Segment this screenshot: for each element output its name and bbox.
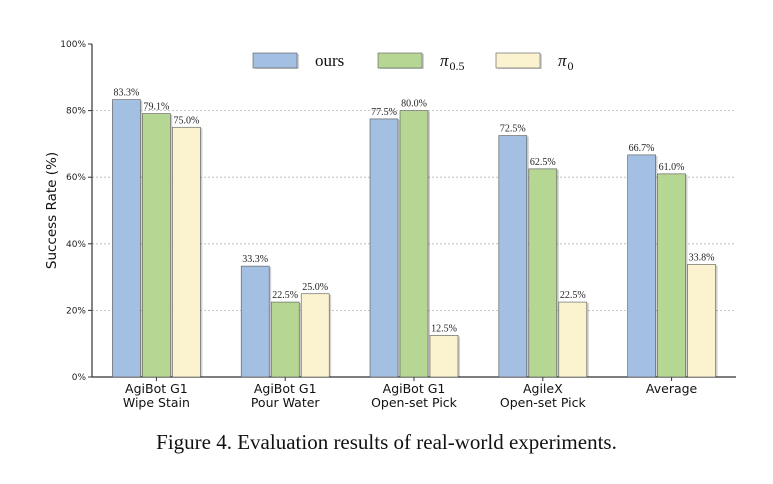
x-tick-label: Average bbox=[646, 381, 698, 396]
bar-value-label: 61.0% bbox=[659, 162, 685, 173]
bar-value-label: 33.3% bbox=[242, 254, 268, 265]
legend-swatch bbox=[252, 52, 298, 69]
bar bbox=[240, 265, 270, 378]
bar-value-label: 83.3% bbox=[113, 88, 139, 99]
x-tick-label: Open-set Pick bbox=[371, 395, 458, 410]
legend-label: π0 bbox=[558, 51, 574, 73]
bar bbox=[558, 301, 588, 378]
bar-value-label: 22.5% bbox=[560, 290, 586, 301]
x-tick-label: AgileX bbox=[523, 381, 563, 396]
bar bbox=[300, 293, 330, 378]
bar bbox=[172, 126, 201, 378]
bar bbox=[142, 113, 171, 378]
legend-label: ours bbox=[315, 51, 344, 70]
bar-value-label: 33.8% bbox=[689, 252, 715, 263]
y-axis-label: Success Rate (%) bbox=[44, 152, 60, 269]
bars bbox=[112, 99, 718, 378]
bar-value-label: 77.5% bbox=[371, 107, 397, 118]
y-tick-label: 60% bbox=[66, 173, 86, 183]
y-tick-label: 40% bbox=[66, 240, 86, 250]
x-tick-label: AgiBot G1 bbox=[125, 381, 188, 396]
bar bbox=[369, 118, 399, 378]
y-tick-label: 80% bbox=[66, 107, 86, 117]
x-tick-label: Wipe Stain bbox=[123, 395, 190, 410]
y-tick-label: 100% bbox=[60, 40, 86, 50]
bar bbox=[498, 135, 528, 378]
x-tick-label: AgiBot G1 bbox=[383, 381, 446, 396]
bar bbox=[687, 264, 716, 378]
figure-caption: Figure 4. Evaluation results of real-wor… bbox=[156, 430, 617, 454]
bar-value-label: 62.5% bbox=[530, 157, 556, 168]
bar-value-label: 12.5% bbox=[431, 323, 457, 334]
bar bbox=[528, 168, 558, 378]
bar bbox=[270, 301, 300, 378]
x-tick-label: Open-set Pick bbox=[500, 395, 587, 410]
data-labels: 83.3% 79.1% 75.0% 33.3% 22.5% 25.0% 77.5% 80.0%… bbox=[113, 88, 714, 335]
bar bbox=[657, 173, 686, 378]
legend: ours π0.5 π0 bbox=[252, 51, 574, 73]
bar-value-label: 80.0% bbox=[401, 99, 427, 110]
bar-value-label: 72.5% bbox=[500, 124, 526, 135]
bar bbox=[112, 99, 141, 378]
bar bbox=[429, 335, 459, 378]
bar-value-label: 22.5% bbox=[272, 290, 298, 301]
bar bbox=[627, 154, 656, 378]
bar-chart: 0% 20% 40% 60% 80% 100% Success Rate (%) AgiBot… bbox=[44, 40, 736, 410]
y-tick-label: 0% bbox=[72, 373, 87, 383]
legend-swatch bbox=[495, 52, 541, 69]
x-tick-label: AgiBot G1 bbox=[254, 381, 317, 396]
bar-value-label: 75.0% bbox=[173, 115, 199, 126]
bar-value-label: 79.1% bbox=[143, 102, 169, 113]
bar-value-label: 25.0% bbox=[302, 282, 328, 293]
y-tick-label: 20% bbox=[66, 306, 86, 316]
x-tick-label: Pour Water bbox=[251, 395, 321, 410]
bar bbox=[399, 110, 429, 378]
legend-label: π0.5 bbox=[440, 51, 465, 73]
legend-swatch bbox=[377, 52, 423, 69]
bar-value-label: 66.7% bbox=[629, 143, 655, 154]
